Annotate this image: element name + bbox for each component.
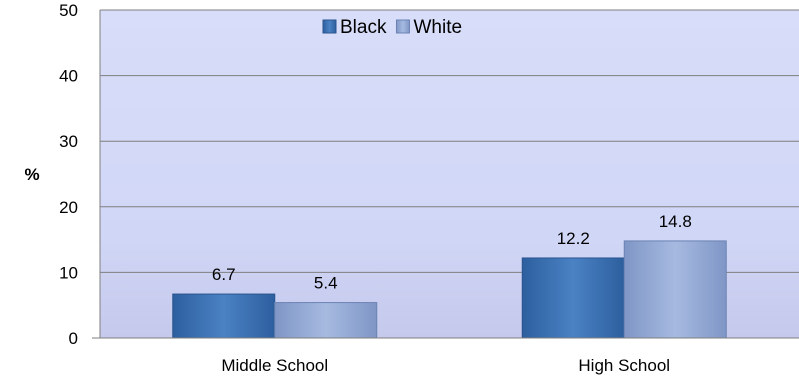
- x-tick-label: High School: [578, 356, 670, 375]
- bar-white-middle-school: [274, 302, 378, 339]
- x-tick-label: Middle School: [221, 356, 328, 375]
- data-label: 14.8: [659, 212, 692, 231]
- axes: [92, 10, 799, 339]
- bar-black-high-school: [521, 257, 625, 339]
- legend-label-white: White: [413, 17, 462, 38]
- bar-black-middle-school: [172, 293, 276, 339]
- legend: Black White: [322, 17, 462, 38]
- bars: [172, 240, 727, 339]
- y-tick-label: 40: [59, 67, 78, 86]
- legend-swatch-white: [395, 19, 410, 34]
- data-label: 5.4: [314, 274, 338, 293]
- y-tick-label: 10: [59, 263, 78, 282]
- y-axis-label: %: [24, 165, 39, 184]
- y-tick-label: 20: [59, 198, 78, 217]
- y-tick-label: 30: [59, 132, 78, 151]
- y-tick-label: 50: [59, 1, 78, 20]
- data-label: 12.2: [557, 229, 590, 248]
- bar-white-high-school: [623, 240, 727, 339]
- legend-swatch-black: [322, 19, 337, 34]
- legend-label-black: Black: [340, 17, 387, 38]
- labels: 0 10 20 30 40 50 6.7 5.4 Middle School 12.2 14.8 Hi…: [59, 1, 692, 375]
- y-tick-label: 0: [69, 329, 78, 348]
- data-label: 6.7: [212, 265, 236, 284]
